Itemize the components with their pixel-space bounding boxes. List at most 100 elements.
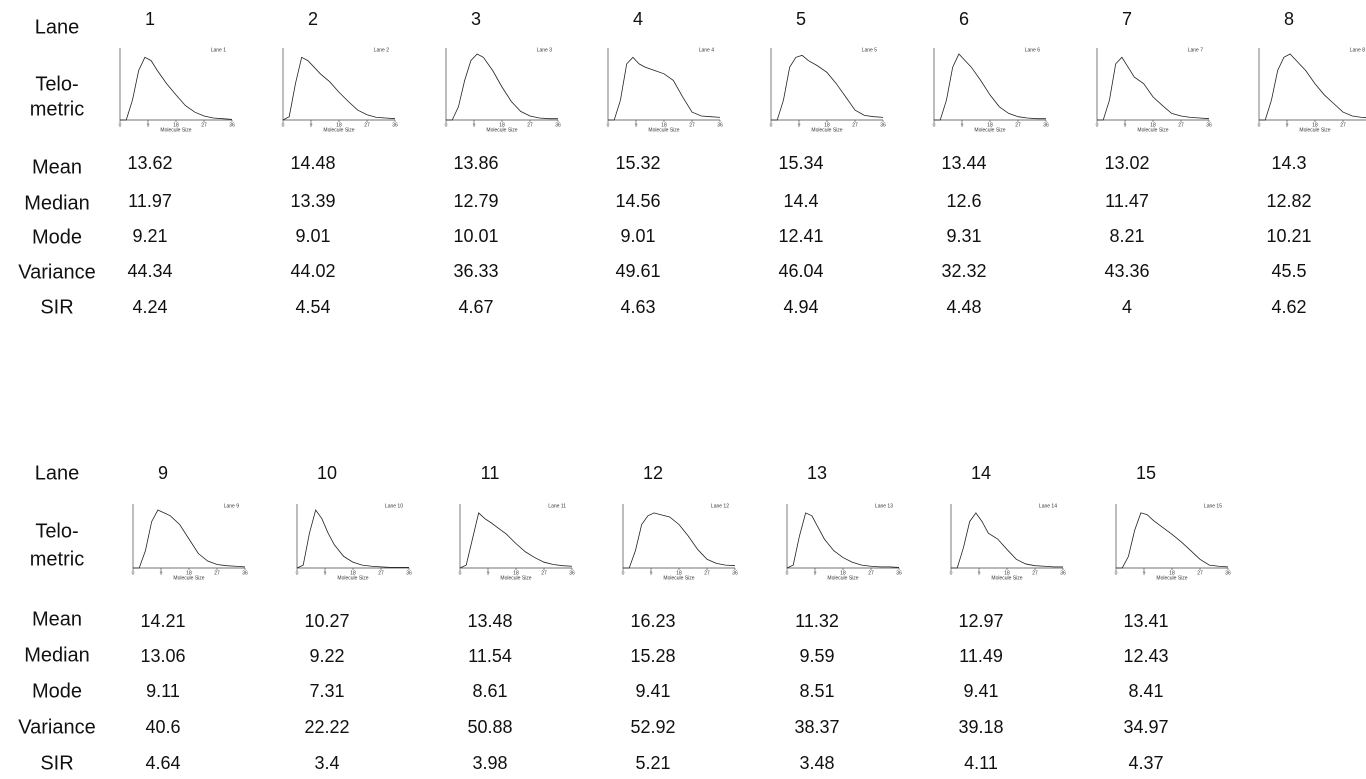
x-tick-label: 18	[499, 122, 505, 128]
x-tick-label: 0	[296, 570, 299, 576]
x-axis-label: Molecule Size	[1137, 127, 1168, 133]
plot-title: Lane 8	[1350, 47, 1366, 53]
plot-title: Lane 14	[1039, 503, 1057, 509]
lane-number: 10	[317, 463, 337, 483]
distribution-line	[296, 509, 409, 569]
x-tick-label: 18	[1150, 122, 1156, 128]
x-tick-label: 9	[310, 122, 313, 128]
row-label: metric	[30, 98, 84, 120]
x-tick-label: 27	[704, 570, 710, 576]
stat-value: 4.48	[946, 297, 981, 317]
x-axis-label: Molecule Size	[173, 575, 204, 581]
stat-value: 9.11	[146, 681, 180, 701]
stat-value: 15.34	[778, 153, 823, 173]
x-tick-label: 27	[1015, 122, 1021, 128]
row-label: Mode	[32, 680, 82, 702]
x-tick-label: 18	[186, 570, 192, 576]
plot-title: Lane 5	[862, 47, 878, 53]
distribution-line	[282, 56, 396, 121]
stat-value: 13.02	[1104, 153, 1149, 173]
distribution-line	[1116, 512, 1229, 569]
stat-value: 11.54	[468, 646, 512, 666]
stat-value: 44.02	[290, 261, 335, 281]
x-tick-label: 9	[160, 570, 163, 576]
stat-value: 10.21	[1266, 226, 1311, 246]
x-tick-label: 18	[336, 122, 342, 128]
x-tick-label: 36	[896, 570, 902, 576]
x-tick-label: 18	[824, 122, 830, 128]
stat-value: 14.56	[615, 191, 660, 211]
plot-title: Lane 6	[1025, 47, 1041, 53]
x-tick-label: 27	[689, 122, 695, 128]
x-tick-label: 18	[350, 570, 356, 576]
x-tick-label: 36	[1225, 570, 1231, 576]
x-tick-label: 27	[1178, 122, 1184, 128]
lane-number: 5	[796, 9, 806, 29]
x-tick-label: 36	[732, 570, 738, 576]
stat-value: 11.97	[128, 191, 172, 211]
lane-number: 11	[481, 463, 500, 483]
stat-value: 4.37	[1128, 753, 1163, 773]
plot-title: Lane 4	[699, 47, 715, 53]
stat-value: 9.59	[799, 646, 834, 666]
stat-value: 13.62	[127, 153, 172, 173]
x-tick-label: 9	[324, 570, 327, 576]
x-tick-label: 27	[364, 122, 370, 128]
plot-title: Lane 15	[1204, 503, 1222, 509]
x-tick-label: 0	[1115, 570, 1118, 576]
stat-value: 9.22	[309, 646, 344, 666]
stat-value: 4.24	[132, 297, 167, 317]
lane-number: 9	[158, 463, 168, 483]
x-tick-label: 27	[1340, 122, 1346, 128]
stat-value: 9.31	[946, 226, 981, 246]
row-label: Mode	[32, 226, 82, 248]
stat-value: 14.48	[290, 153, 335, 173]
x-tick-label: 0	[770, 122, 773, 128]
plot-title: Lane 11	[548, 503, 566, 509]
x-tick-label: 27	[527, 122, 533, 128]
distribution-line	[133, 509, 246, 569]
stat-value: 4.63	[620, 297, 655, 317]
x-axis-label: Molecule Size	[323, 127, 354, 133]
x-tick-label: 9	[1143, 570, 1146, 576]
stat-value: 38.37	[794, 717, 839, 737]
stat-value: 34.97	[1123, 717, 1168, 737]
distribution-line	[120, 56, 233, 121]
lane-number: 8	[1284, 9, 1294, 29]
x-tick-label: 36	[242, 570, 248, 576]
x-tick-label: 36	[1043, 122, 1049, 128]
lane-number: 3	[471, 9, 481, 29]
stat-value: 12.43	[1123, 646, 1168, 666]
x-tick-label: 36	[1206, 122, 1212, 128]
x-tick-label: 27	[868, 570, 874, 576]
stat-value: 9.01	[295, 226, 330, 246]
plot-title: Lane 7	[1188, 47, 1204, 53]
distribution-line	[623, 512, 736, 569]
row-label: SIR	[40, 296, 73, 318]
x-axis-label: Molecule Size	[500, 575, 531, 581]
stat-value: 22.22	[304, 717, 349, 737]
plot-title: Lane 1	[211, 47, 227, 53]
x-axis-label: Molecule Size	[160, 127, 191, 133]
row-label: SIR	[40, 752, 73, 774]
stat-value: 13.39	[290, 191, 335, 211]
stat-value: 11.47	[1105, 191, 1149, 211]
x-tick-label: 18	[1169, 570, 1175, 576]
x-tick-label: 18	[513, 570, 519, 576]
x-tick-label: 9	[978, 570, 981, 576]
distribution-line	[1259, 53, 1366, 121]
x-tick-label: 36	[392, 122, 398, 128]
x-tick-label: 36	[717, 122, 723, 128]
x-tick-label: 0	[282, 122, 285, 128]
x-tick-label: 0	[607, 122, 610, 128]
stat-value: 8.21	[1109, 226, 1144, 246]
x-tick-label: 36	[406, 570, 412, 576]
distribution-line	[771, 54, 884, 121]
stat-value: 4	[1122, 297, 1132, 317]
x-tick-label: 18	[987, 122, 993, 128]
row-label: Mean	[32, 608, 82, 630]
stat-value: 4.67	[458, 297, 493, 317]
plot-title: Lane 3	[537, 47, 553, 53]
stat-value: 11.32	[795, 611, 839, 631]
